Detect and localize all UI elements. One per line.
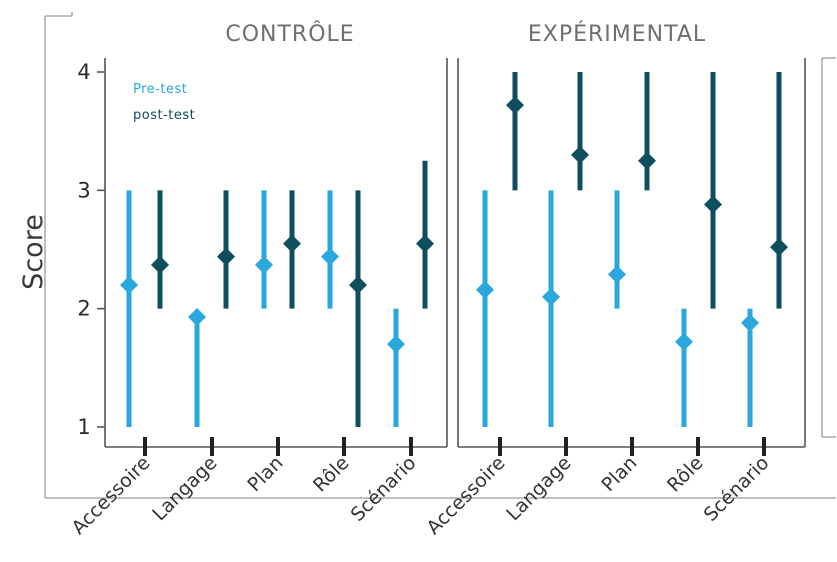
point-experimental-pre-test-role <box>675 332 693 351</box>
point-controle-pre-test-langage <box>188 307 206 326</box>
point-experimental-post-test-plan <box>638 151 656 170</box>
point-controle-post-test-scenario <box>416 234 434 253</box>
point-experimental-post-test-accessoire <box>506 96 524 115</box>
point-controle-post-test-langage <box>217 247 235 266</box>
y-axis-ticks: 1 2 3 4 <box>77 60 105 439</box>
point-controle-pre-test-scenario <box>387 335 405 354</box>
y-tick-label-2: 2 <box>77 297 90 321</box>
point-experimental-pre-test-plan <box>608 265 626 284</box>
panel-title-controle: CONTRÔLE <box>225 21 354 47</box>
outer-frame <box>44 12 836 499</box>
legend: Pre-test post-test <box>133 82 195 123</box>
point-controle-post-test-accessoire <box>151 255 169 274</box>
y-tick-label-3: 3 <box>77 178 90 202</box>
y-tick-label-4: 4 <box>77 60 90 84</box>
y-tick-label-1: 1 <box>77 415 90 439</box>
point-controle-pre-test-plan <box>255 255 273 274</box>
point-controle-post-test-plan <box>283 234 301 253</box>
legend-entry-post-test: post-test <box>133 108 195 123</box>
point-controle-pre-test-accessoire <box>120 276 138 294</box>
point-experimental-pre-test-langage <box>542 287 560 306</box>
point-experimental-post-test-langage <box>571 145 589 164</box>
y-axis-label: Score <box>18 214 49 290</box>
panel-title-experimental: EXPÉRIMENTAL <box>528 21 706 47</box>
point-experimental-pre-test-accessoire <box>476 280 494 299</box>
point-experimental-post-test-scenario <box>770 238 788 257</box>
point-controle-pre-test-role <box>321 247 339 266</box>
legend-entry-pre-test: Pre-test <box>133 82 187 97</box>
point-experimental-post-test-role <box>704 195 722 214</box>
point-experimental-pre-test-scenario <box>741 313 759 332</box>
data-marks <box>120 72 788 427</box>
point-controle-post-test-role <box>349 276 367 294</box>
